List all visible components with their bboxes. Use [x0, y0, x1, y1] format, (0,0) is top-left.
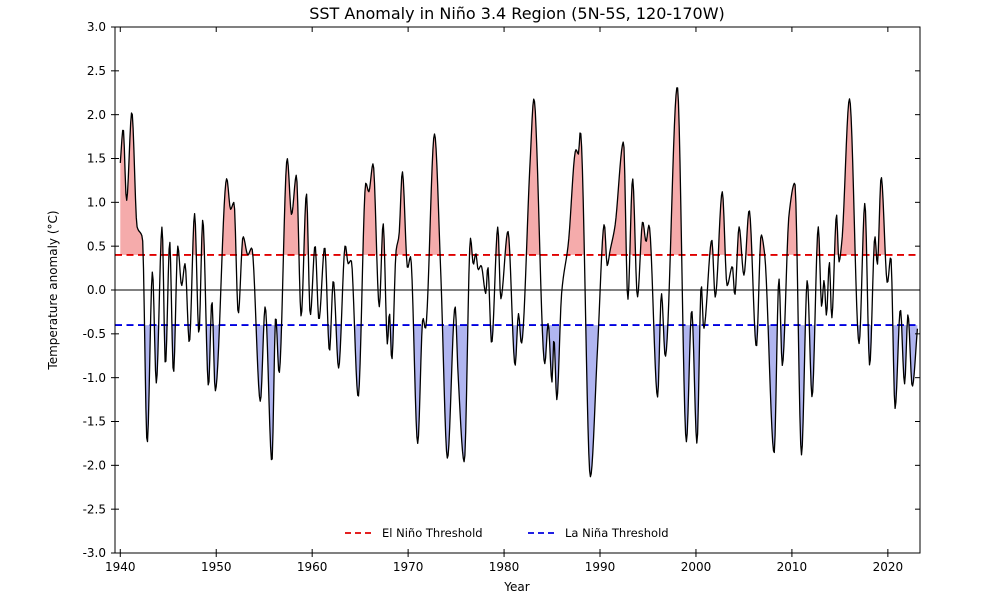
y-tick-label: 2.0 — [87, 108, 106, 122]
y-tick-label: 1.0 — [87, 196, 106, 210]
y-tick-label: -2.0 — [83, 459, 106, 473]
y-tick-label: 2.5 — [87, 64, 106, 78]
y-tick-label: -2.5 — [83, 502, 106, 516]
x-tick-label: 1960 — [297, 560, 328, 574]
x-axis-label: Year — [503, 580, 529, 594]
anomaly-line — [119, 87, 919, 478]
el-nino-legend-label: El Niño Threshold — [382, 526, 483, 540]
axis-ticks — [111, 26, 920, 557]
y-tick-label: -1.5 — [83, 415, 106, 429]
el-nino-fill-area — [120, 87, 918, 255]
y-tick-label: 0.5 — [87, 239, 106, 253]
y-tick-label: -1.0 — [83, 371, 106, 385]
x-tick-label: 2000 — [681, 560, 712, 574]
x-tick-label: 1980 — [489, 560, 520, 574]
axis-tick-labels: 1940 1950 1960 1970 1980 1990 2000 2010 2020 -3.0… — [83, 20, 904, 574]
x-tick-label: 1940 — [105, 560, 136, 574]
legend: El Niño Threshold La Niña Threshold — [345, 526, 669, 540]
la-nina-fill-area — [120, 325, 918, 477]
y-tick-label: 1.5 — [87, 152, 106, 166]
y-tick-label: -0.5 — [83, 327, 106, 341]
x-tick-label: 1950 — [201, 560, 232, 574]
x-tick-label: 1990 — [585, 560, 616, 574]
x-tick-label: 2020 — [873, 560, 904, 574]
y-tick-label: 0.0 — [87, 283, 106, 297]
x-tick-label: 2010 — [777, 560, 808, 574]
y-tick-label: 3.0 — [87, 20, 106, 34]
chart-title: SST Anomaly in Niño 3.4 Region (5N-5S, 1… — [309, 4, 725, 23]
la-nina-legend-label: La Niña Threshold — [565, 526, 669, 540]
y-tick-label: -3.0 — [83, 546, 106, 560]
y-axis-label: Temperature anomaly (°C) — [46, 210, 60, 370]
x-tick-label: 1970 — [393, 560, 424, 574]
